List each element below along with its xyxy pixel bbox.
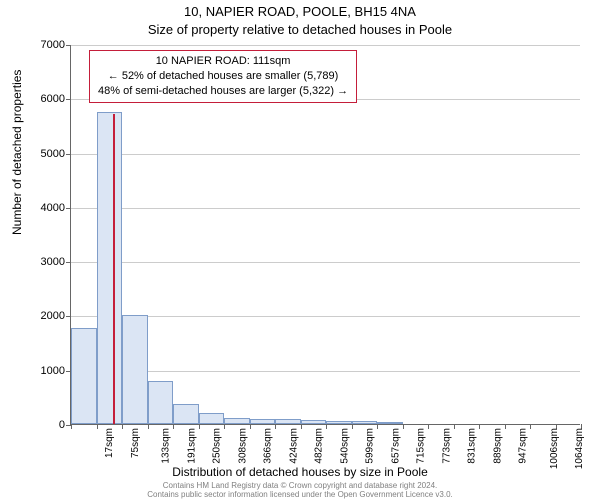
xtick-mark bbox=[122, 424, 123, 429]
xtick-mark bbox=[377, 424, 378, 429]
annotation-line-2: ← 52% of detached houses are smaller (5,… bbox=[98, 69, 348, 84]
xtick-label: 947sqm bbox=[518, 428, 529, 464]
xtick-mark bbox=[71, 424, 72, 429]
annotation-box: 10 NAPIER ROAD: 111sqm ← 52% of detached… bbox=[89, 50, 357, 103]
histogram-bar bbox=[326, 421, 352, 424]
histogram-bar bbox=[224, 418, 250, 425]
ytick-label: 0 bbox=[25, 419, 65, 431]
footer-line-1: Contains HM Land Registry data © Crown c… bbox=[0, 481, 600, 490]
ytick-mark bbox=[66, 262, 71, 263]
xtick-mark bbox=[428, 424, 429, 429]
ytick-label: 4000 bbox=[25, 202, 65, 214]
xtick-label: 599sqm bbox=[365, 428, 376, 464]
xtick-label: 250sqm bbox=[212, 428, 223, 464]
xtick-mark bbox=[454, 424, 455, 429]
histogram-bar bbox=[97, 112, 123, 424]
histogram-bar bbox=[250, 419, 276, 424]
histogram-bar bbox=[352, 421, 378, 424]
histogram-bar bbox=[122, 315, 148, 424]
xtick-label: 482sqm bbox=[314, 428, 325, 464]
ytick-label: 1000 bbox=[25, 365, 65, 377]
ytick-label: 5000 bbox=[25, 148, 65, 160]
footer-attribution: Contains HM Land Registry data © Crown c… bbox=[0, 481, 600, 499]
ytick-label: 7000 bbox=[25, 39, 65, 51]
xtick-label: 75sqm bbox=[130, 428, 141, 458]
histogram-bar bbox=[301, 420, 327, 424]
histogram-bar bbox=[377, 422, 403, 424]
histogram-bar bbox=[71, 328, 97, 424]
xtick-mark bbox=[403, 424, 404, 429]
xtick-label: 17sqm bbox=[104, 428, 115, 458]
xtick-mark bbox=[224, 424, 225, 429]
xtick-label: 1064sqm bbox=[574, 428, 585, 469]
y-axis-label: Number of detached properties bbox=[10, 70, 24, 235]
xtick-label: 424sqm bbox=[288, 428, 299, 464]
xtick-mark bbox=[173, 424, 174, 429]
ytick-mark bbox=[66, 45, 71, 46]
footer-line-2: Contains public sector information licen… bbox=[0, 490, 600, 499]
xtick-label: 191sqm bbox=[186, 428, 197, 464]
xtick-label: 133sqm bbox=[161, 428, 172, 464]
ytick-mark bbox=[66, 316, 71, 317]
xtick-mark bbox=[275, 424, 276, 429]
gridline bbox=[71, 208, 580, 209]
x-axis-label: Distribution of detached houses by size … bbox=[0, 465, 600, 479]
ytick-mark bbox=[66, 99, 71, 100]
xtick-mark bbox=[479, 424, 480, 429]
xtick-label: 366sqm bbox=[263, 428, 274, 464]
xtick-mark bbox=[250, 424, 251, 429]
chart-container: 10, NAPIER ROAD, POOLE, BH15 4NA Size of… bbox=[0, 0, 600, 500]
gridline bbox=[71, 154, 580, 155]
histogram-bar bbox=[173, 404, 199, 424]
xtick-label: 540sqm bbox=[339, 428, 350, 464]
xtick-mark bbox=[352, 424, 353, 429]
ytick-label: 3000 bbox=[25, 256, 65, 268]
histogram-bar bbox=[275, 419, 301, 424]
xtick-label: 773sqm bbox=[441, 428, 452, 464]
xtick-mark bbox=[148, 424, 149, 429]
property-marker-line bbox=[113, 114, 115, 425]
gridline bbox=[71, 45, 580, 46]
xtick-mark bbox=[505, 424, 506, 429]
chart-title-main: 10, NAPIER ROAD, POOLE, BH15 4NA bbox=[0, 4, 600, 19]
xtick-label: 308sqm bbox=[237, 428, 248, 464]
xtick-label: 889sqm bbox=[492, 428, 503, 464]
xtick-label: 715sqm bbox=[416, 428, 427, 464]
xtick-mark bbox=[326, 424, 327, 429]
ytick-mark bbox=[66, 154, 71, 155]
xtick-mark bbox=[530, 424, 531, 429]
xtick-mark bbox=[97, 424, 98, 429]
ytick-mark bbox=[66, 208, 71, 209]
annotation-line-1: 10 NAPIER ROAD: 111sqm bbox=[98, 54, 348, 69]
gridline bbox=[71, 262, 580, 263]
annotation-line-3: 48% of semi-detached houses are larger (… bbox=[98, 84, 348, 99]
xtick-label: 657sqm bbox=[390, 428, 401, 464]
xtick-label: 1006sqm bbox=[549, 428, 560, 469]
xtick-mark bbox=[199, 424, 200, 429]
histogram-bar bbox=[148, 381, 174, 424]
ytick-label: 2000 bbox=[25, 310, 65, 322]
xtick-mark bbox=[301, 424, 302, 429]
chart-title-sub: Size of property relative to detached ho… bbox=[0, 22, 600, 37]
histogram-bar bbox=[199, 413, 225, 424]
xtick-label: 831sqm bbox=[467, 428, 478, 464]
ytick-label: 6000 bbox=[25, 93, 65, 105]
